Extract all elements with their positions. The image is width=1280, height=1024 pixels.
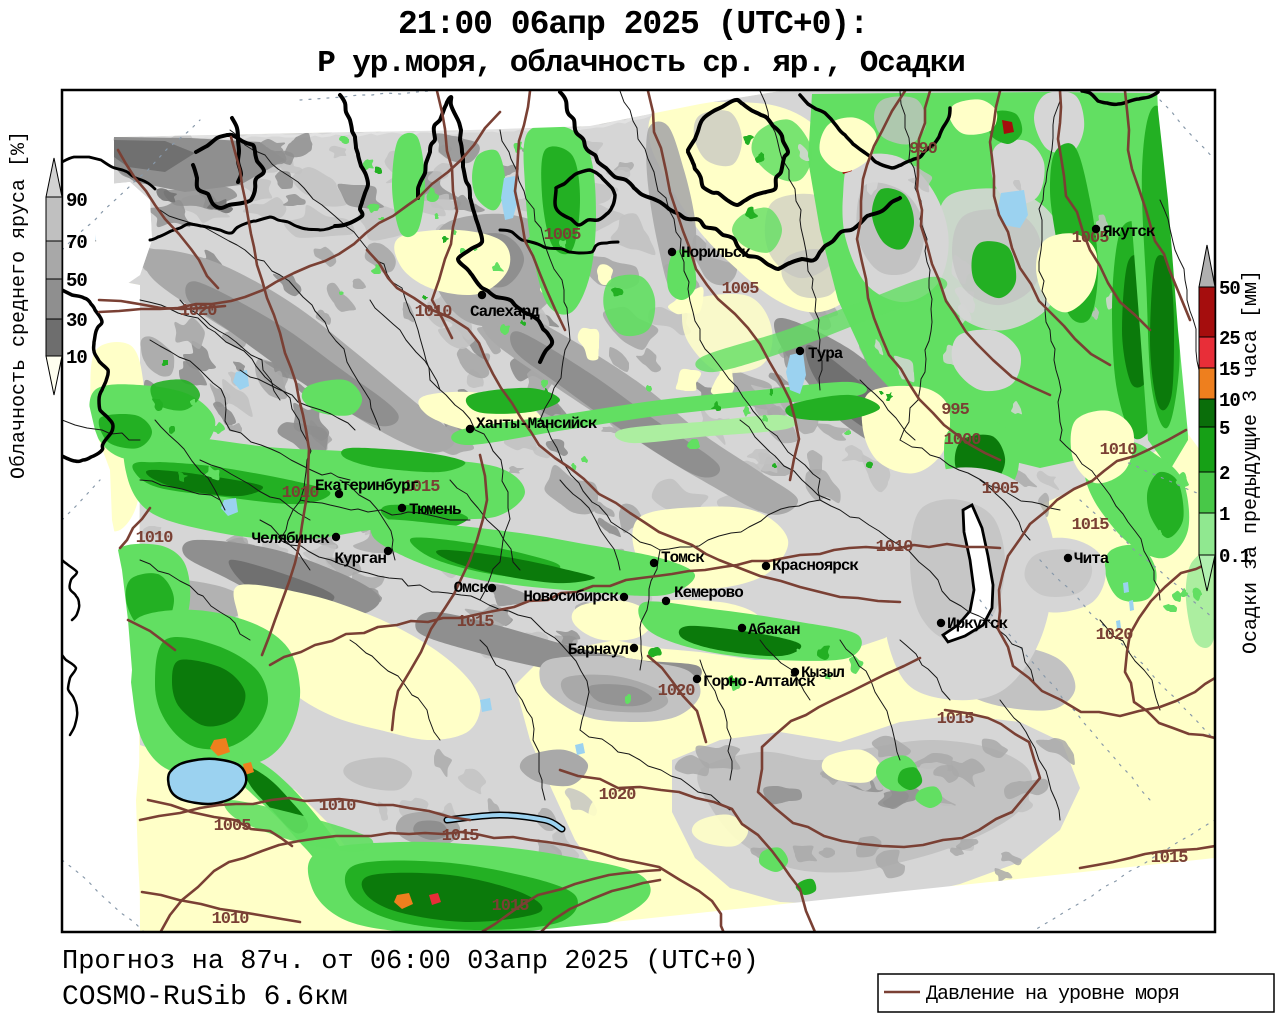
svg-text:1020: 1020 bbox=[599, 786, 637, 805]
svg-text:1020: 1020 bbox=[658, 682, 696, 701]
svg-text:Облачность среднего яруса [%]: Облачность среднего яруса [%] bbox=[8, 131, 31, 479]
svg-text:Красноярск: Красноярск bbox=[772, 557, 859, 575]
svg-text:Иркутск: Иркутск bbox=[947, 615, 1009, 633]
svg-text:1015: 1015 bbox=[937, 710, 975, 729]
svg-text:1005: 1005 bbox=[722, 280, 760, 299]
svg-text:1020: 1020 bbox=[1096, 626, 1134, 645]
svg-text:1010: 1010 bbox=[319, 797, 357, 816]
svg-text:Кызыл: Кызыл bbox=[801, 664, 844, 682]
svg-text:1015: 1015 bbox=[1072, 516, 1110, 535]
svg-text:90: 90 bbox=[66, 190, 87, 212]
svg-text:2: 2 bbox=[1219, 463, 1230, 485]
svg-text:Давление на уровне моря: Давление на уровне моря bbox=[926, 983, 1179, 1006]
svg-text:1010: 1010 bbox=[876, 538, 914, 557]
svg-text:1015: 1015 bbox=[457, 613, 495, 632]
svg-text:Томск: Томск bbox=[661, 549, 705, 567]
svg-text:21:00 06апр 2025 (UTC+0):: 21:00 06апр 2025 (UTC+0): bbox=[398, 6, 868, 43]
svg-text:1015: 1015 bbox=[403, 478, 441, 497]
svg-text:Тюмень: Тюмень bbox=[409, 501, 461, 519]
svg-text:1005: 1005 bbox=[982, 480, 1020, 499]
svg-text:1005: 1005 bbox=[544, 226, 582, 245]
svg-text:Кемерово: Кемерово bbox=[674, 584, 743, 602]
svg-text:1010: 1010 bbox=[212, 910, 250, 929]
svg-text:10: 10 bbox=[1219, 390, 1240, 412]
svg-text:Курган: Курган bbox=[334, 550, 386, 568]
svg-text:30: 30 bbox=[66, 310, 87, 332]
svg-text:Челябинск: Челябинск bbox=[252, 530, 331, 548]
svg-text:Барнаул: Барнаул bbox=[568, 641, 629, 659]
svg-text:995: 995 bbox=[941, 401, 969, 420]
svg-text:Ханты-Мансийск: Ханты-Мансийск bbox=[476, 415, 598, 433]
svg-text:10: 10 bbox=[66, 347, 87, 369]
svg-text:Екатеринбург: Екатеринбург bbox=[315, 477, 419, 495]
svg-text:Тура: Тура bbox=[808, 345, 844, 363]
svg-text:1005: 1005 bbox=[214, 817, 252, 836]
svg-text:50: 50 bbox=[66, 270, 87, 292]
svg-text:Норильск: Норильск bbox=[681, 244, 751, 262]
svg-text:990: 990 bbox=[909, 140, 937, 159]
svg-text:Прогноз на 87ч. от 06:00 03апр: Прогноз на 87ч. от 06:00 03апр 2025 (UTC… bbox=[62, 947, 759, 977]
svg-text:Осадки за предыдущие 3 часа [м: Осадки за предыдущие 3 часа [мм] bbox=[1240, 270, 1263, 654]
svg-text:Омск: Омск bbox=[454, 579, 490, 597]
svg-text:15: 15 bbox=[1219, 359, 1240, 381]
svg-text:1015: 1015 bbox=[492, 897, 530, 916]
svg-text:50: 50 bbox=[1219, 278, 1240, 300]
svg-text:Новосибирск: Новосибирск bbox=[523, 588, 619, 606]
svg-text:0.1: 0.1 bbox=[1219, 546, 1251, 568]
svg-text:1015: 1015 bbox=[442, 827, 480, 846]
svg-text:Салехард: Салехард bbox=[470, 303, 540, 321]
svg-text:1000: 1000 bbox=[944, 431, 982, 450]
svg-text:1010: 1010 bbox=[1100, 441, 1138, 460]
svg-text:70: 70 bbox=[66, 232, 87, 254]
svg-text:1010: 1010 bbox=[136, 529, 174, 548]
svg-text:1010: 1010 bbox=[415, 303, 453, 322]
svg-text:Горно-Алтайск: Горно-Алтайск bbox=[703, 673, 816, 691]
svg-text:1015: 1015 bbox=[1151, 849, 1189, 868]
svg-text:5: 5 bbox=[1219, 418, 1230, 440]
svg-text:1020: 1020 bbox=[180, 302, 218, 321]
svg-text:Р ур.моря, облачность ср. яр.,: Р ур.моря, облачность ср. яр., Осадки bbox=[317, 46, 965, 81]
svg-text:Абакан: Абакан bbox=[748, 621, 800, 639]
svg-text:1005: 1005 bbox=[1072, 229, 1110, 248]
svg-text:1010: 1010 bbox=[282, 484, 320, 503]
svg-text:COSMO-RuSib 6.6км: COSMO-RuSib 6.6км bbox=[62, 982, 348, 1013]
svg-text:Якутск: Якутск bbox=[1103, 223, 1156, 241]
svg-text:Чита: Чита bbox=[1074, 550, 1110, 568]
svg-text:25: 25 bbox=[1219, 328, 1240, 350]
svg-text:1: 1 bbox=[1219, 504, 1230, 526]
